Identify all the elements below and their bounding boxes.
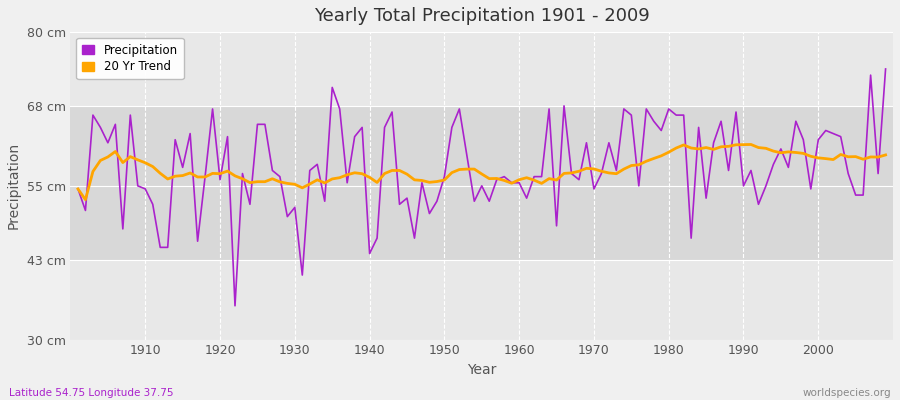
Text: Latitude 54.75 Longitude 37.75: Latitude 54.75 Longitude 37.75 [9,388,174,398]
X-axis label: Year: Year [467,363,497,377]
Y-axis label: Precipitation: Precipitation [7,142,21,230]
Legend: Precipitation, 20 Yr Trend: Precipitation, 20 Yr Trend [76,38,184,79]
Title: Yearly Total Precipitation 1901 - 2009: Yearly Total Precipitation 1901 - 2009 [314,7,650,25]
Bar [70,106,893,260]
Text: worldspecies.org: worldspecies.org [803,388,891,398]
